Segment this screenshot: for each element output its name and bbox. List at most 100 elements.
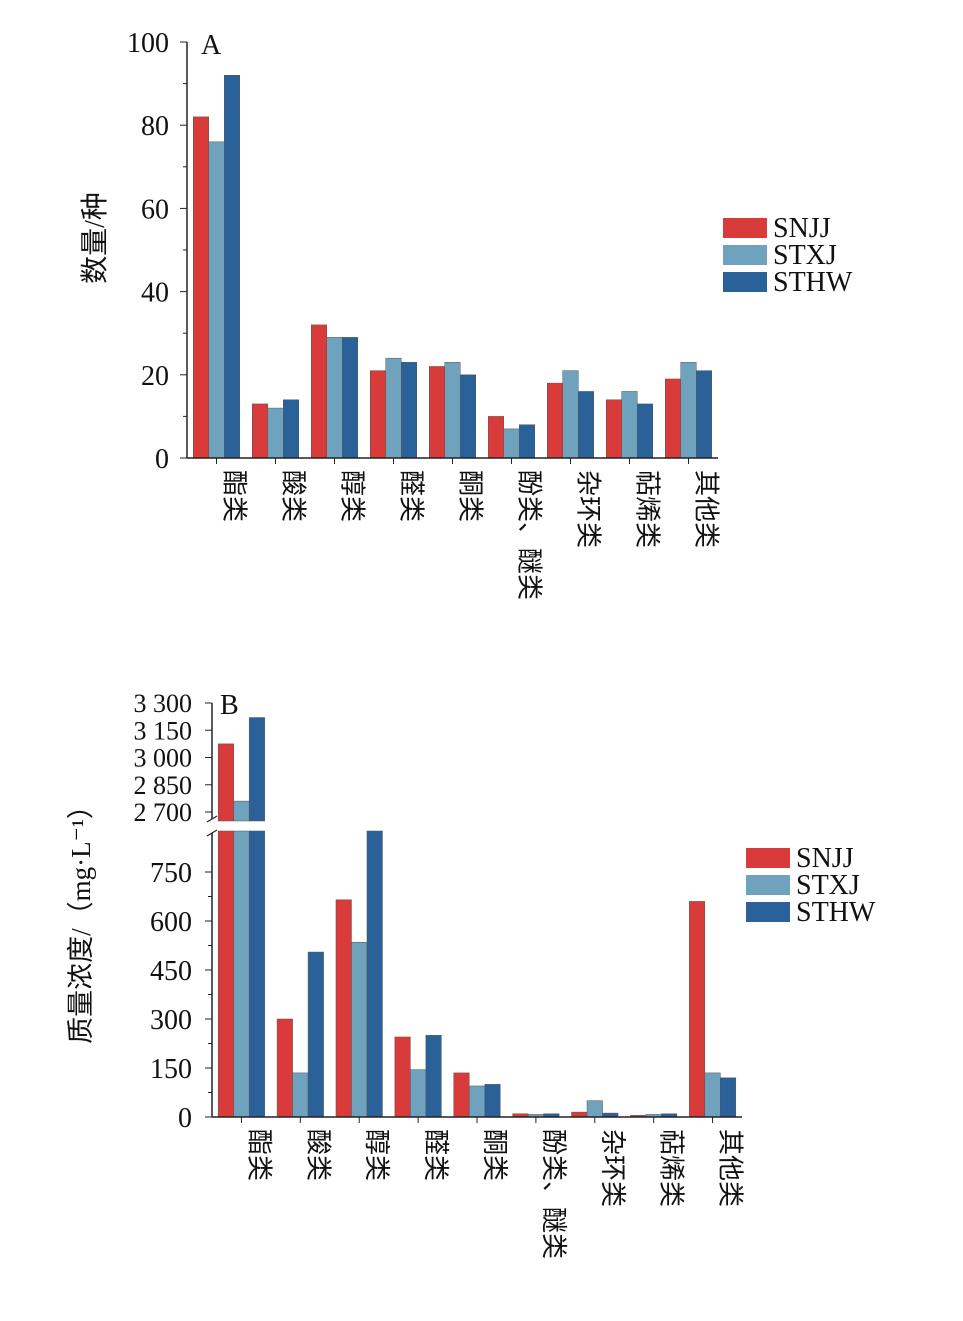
y-tick-label: 0 <box>178 1103 192 1134</box>
x-tick-label: 酮类 <box>480 1129 509 1181</box>
bar-snjj <box>394 1036 411 1118</box>
x-tick-label: 酸类 <box>279 470 308 522</box>
bar-stxj <box>292 1072 309 1118</box>
bar-sthw <box>484 1084 501 1118</box>
bar-stxj-upper <box>233 800 250 822</box>
bar-stxj <box>267 407 284 459</box>
bar-sthw <box>342 337 358 459</box>
bar-sthw <box>519 424 535 459</box>
bar-sthw <box>224 75 240 459</box>
x-tick-label: 醛类 <box>421 1129 450 1181</box>
y-tick-label: 150 <box>150 1054 192 1085</box>
bar-sthw <box>637 403 653 459</box>
bar-stxj <box>680 362 697 459</box>
bar-stxj <box>562 370 579 459</box>
x-tick-label: 其他类 <box>692 470 721 548</box>
bar-stxj <box>469 1085 485 1118</box>
bar-stxj <box>410 1069 427 1118</box>
bar-snjj <box>370 370 386 459</box>
x-tick-label: 酚类、醚类 <box>539 1129 568 1259</box>
bar-stxj-lower <box>233 830 250 1118</box>
x-tick-label: 酚类、醚类 <box>515 470 544 600</box>
bar-stxj <box>503 428 520 459</box>
bar-snjj <box>689 901 706 1118</box>
x-tick-label: 醛类 <box>397 470 426 522</box>
bar-sthw <box>307 951 324 1118</box>
panel-label: B <box>220 690 239 721</box>
legend-label: SNJJ <box>773 213 831 244</box>
legend-swatch-snjj <box>746 848 790 868</box>
x-tick-label: 杂环类 <box>598 1129 627 1207</box>
bar-snjj <box>335 899 352 1118</box>
y-tick-label: 3 000 <box>134 744 193 773</box>
x-tick-label: 萜烯类 <box>633 470 662 548</box>
bar-snjj-lower <box>217 830 234 1118</box>
x-tick-label: 酸类 <box>303 1129 332 1181</box>
bar-snjj <box>311 324 327 459</box>
bar-stxj <box>385 357 402 459</box>
y-tick-label: 40 <box>141 278 169 309</box>
x-tick-label: 萜烯类 <box>657 1129 686 1207</box>
bar-snjj <box>429 366 445 459</box>
panel-label: A <box>201 30 222 61</box>
legend-swatch-sthw <box>746 902 790 922</box>
x-tick-label: 酯类 <box>220 470 249 522</box>
bar-sthw <box>578 391 594 459</box>
bar-snjj <box>547 382 563 459</box>
bar-sthw <box>283 399 299 459</box>
legend-swatch-sthw <box>723 272 767 292</box>
y-tick-label: 750 <box>150 858 192 889</box>
y-tick-label: 0 <box>155 444 169 475</box>
bar-stxj <box>621 391 638 459</box>
legend-label: SNJJ <box>796 843 854 874</box>
bar-sthw <box>425 1035 442 1118</box>
legend-label: STHW <box>773 267 853 298</box>
bar-sthw-lower <box>248 830 265 1118</box>
x-tick-label: 酮类 <box>456 470 485 522</box>
x-tick-label: 其他类 <box>716 1129 745 1207</box>
bar-stxj <box>351 941 368 1118</box>
y-tick-label: 3 150 <box>134 716 193 745</box>
bar-snjj <box>193 116 209 459</box>
bar-snjj <box>665 378 681 459</box>
bar-sthw <box>720 1077 737 1118</box>
bar-sthw <box>696 370 712 459</box>
x-tick-label: 醇类 <box>338 470 367 522</box>
chart-a: 0 20 40 60 80 100 酯类 酸类 醇类 醛类 酮类 酚类、醚类 杂环类 萜烯类 其他类 数量/种… <box>79 28 853 600</box>
bar-snjj <box>606 399 622 459</box>
y-tick-label: 600 <box>150 907 192 938</box>
bar-stxj <box>704 1072 721 1118</box>
legend-label: STXJ <box>773 240 837 271</box>
y-axis-title: 质量浓度/（mg·L⁻¹） <box>66 792 96 1044</box>
y-tick-label: 20 <box>141 361 169 392</box>
bar-sthw <box>401 362 417 459</box>
x-tick-label: 醇类 <box>362 1129 391 1181</box>
bar-stxj <box>208 141 225 459</box>
bar-snjj <box>252 403 268 459</box>
legend-label: STXJ <box>796 870 860 901</box>
bar-snjj-upper <box>217 743 234 822</box>
y-tick-label: 450 <box>150 956 192 987</box>
y-tick-label: 80 <box>141 111 169 142</box>
bar-stxj <box>444 362 461 459</box>
x-tick-label: 酯类 <box>244 1129 273 1181</box>
bar-snjj <box>488 416 504 459</box>
bar-stxj <box>326 337 343 459</box>
y-tick-label: 3 300 <box>134 689 193 718</box>
y-tick-label: 60 <box>141 194 169 225</box>
legend-swatch-stxj <box>723 245 767 265</box>
chart-a-panel: 0 20 40 60 80 100 酯类 酸类 醇类 醛类 酮类 酚类、醚类 杂环类 萜烯类 其他类 数量/种… <box>68 28 870 646</box>
legend-swatch-snjj <box>723 218 767 238</box>
axis-break-mark <box>206 815 218 823</box>
y-tick-label: 300 <box>150 1005 192 1036</box>
bar-sthw-lower <box>366 830 383 1118</box>
bar-stxj <box>586 1100 603 1118</box>
bar-sthw-upper <box>248 717 265 822</box>
y-tick-label: 2 850 <box>134 771 193 800</box>
bar-snjj <box>276 1018 293 1118</box>
x-tick-label: 杂环类 <box>574 470 603 548</box>
axis-break-mark <box>206 829 218 837</box>
bar-sthw <box>460 374 476 459</box>
legend-label: STHW <box>796 897 876 928</box>
